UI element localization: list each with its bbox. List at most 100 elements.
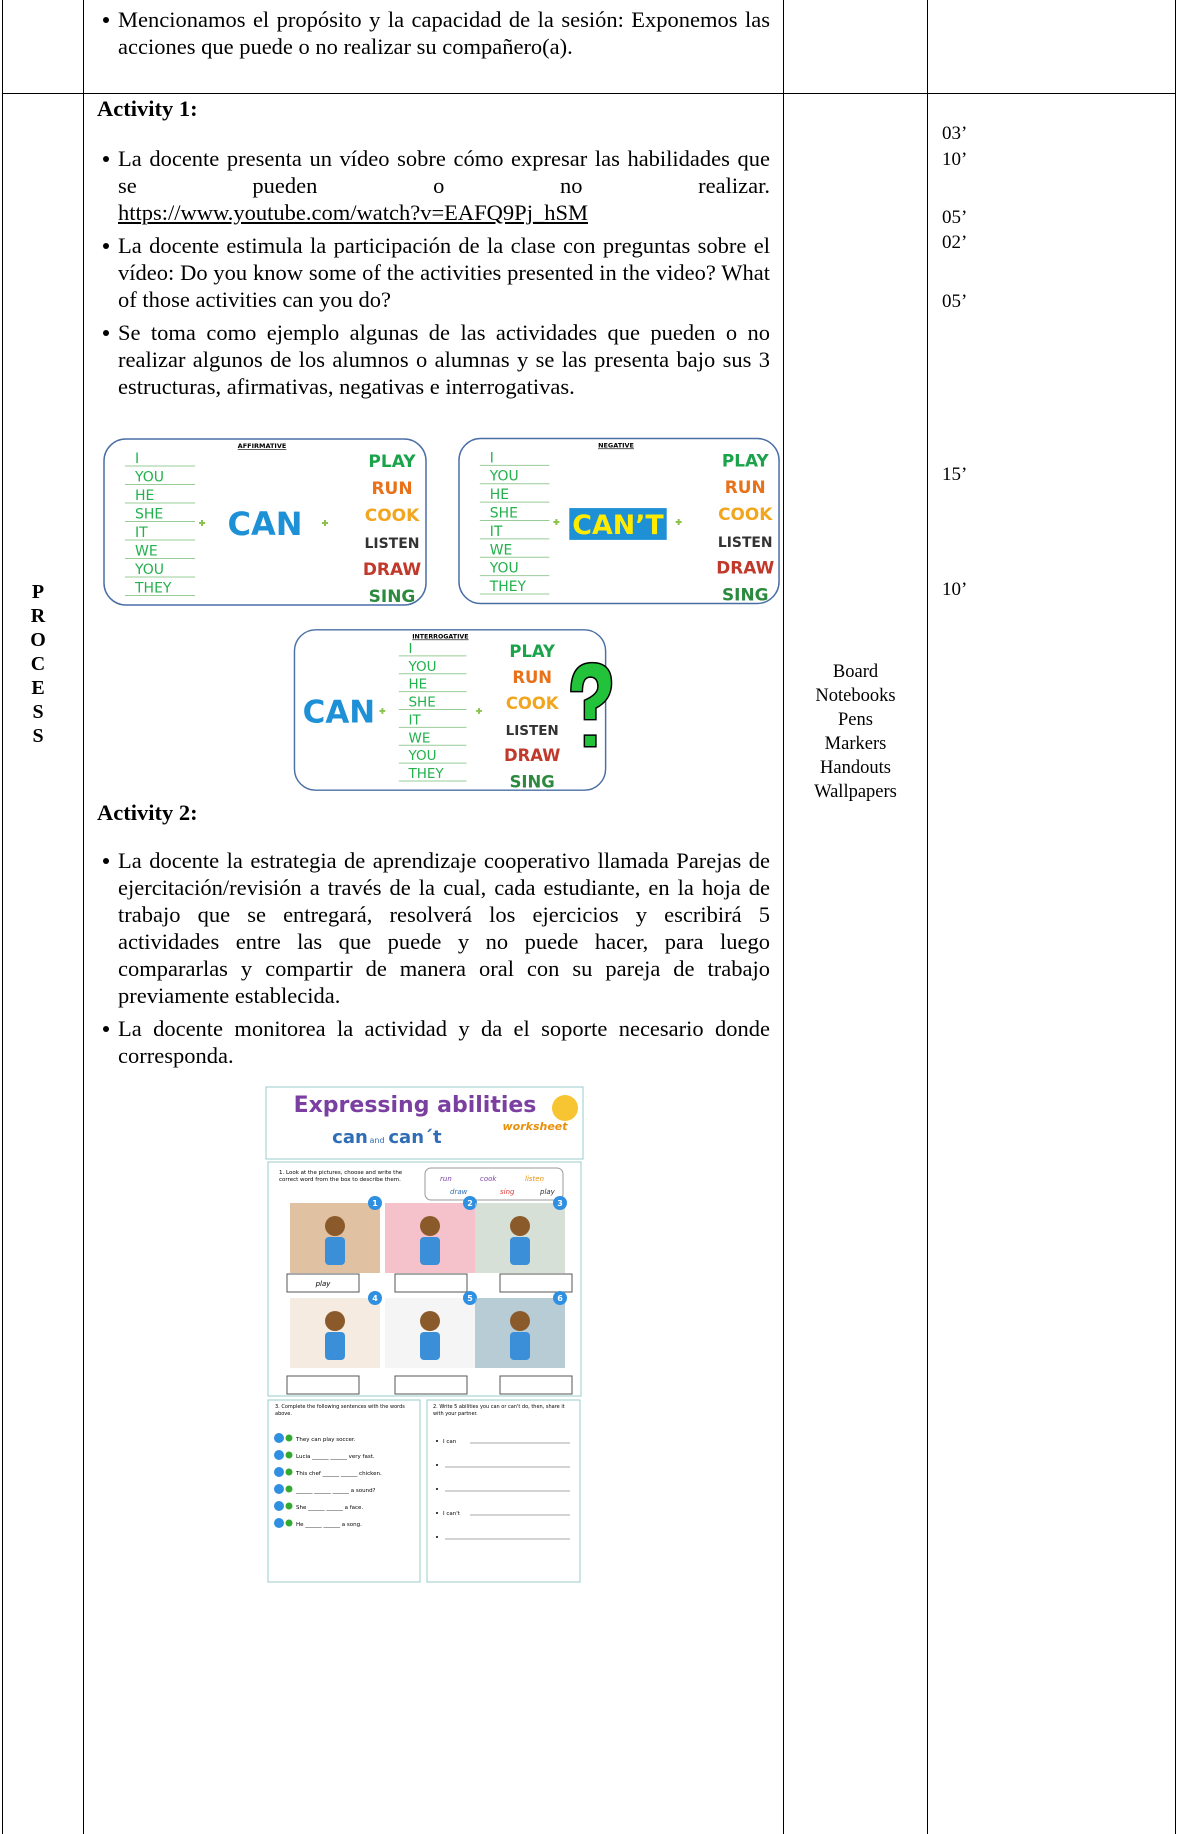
time: 05’ bbox=[942, 207, 968, 228]
bullet-check bbox=[285, 1502, 293, 1510]
bullet-num bbox=[274, 1467, 284, 1477]
bullet-check bbox=[285, 1485, 293, 1493]
verb: DRAW bbox=[716, 558, 774, 578]
resource: Handouts bbox=[820, 758, 891, 778]
bullet-text: La docente presenta un vídeo sobre cómo … bbox=[118, 146, 770, 198]
sentence: She ______ ______ a face. bbox=[296, 1505, 363, 1511]
number-badge bbox=[368, 1196, 382, 1210]
ws-can: can bbox=[332, 1127, 368, 1148]
verb: COOK bbox=[365, 506, 420, 526]
word: run bbox=[440, 1175, 452, 1183]
time: 10’ bbox=[942, 579, 968, 600]
pronoun: SHE bbox=[408, 695, 435, 711]
bullet: La docente estimula la participación de … bbox=[103, 233, 770, 312]
word-box bbox=[424, 1167, 564, 1201]
verb: LISTEN bbox=[364, 536, 419, 552]
ws-instruction: 2. Write 5 abilities you can or can't do… bbox=[433, 1404, 565, 1417]
pronoun: I bbox=[408, 641, 412, 657]
ws-instruction-text: 3. Complete the following sentences with… bbox=[275, 1404, 405, 1417]
picture-number: 3 bbox=[557, 1199, 563, 1208]
pronoun: WE bbox=[135, 544, 158, 560]
border bbox=[1175, 0, 1176, 1834]
pronoun: THEY bbox=[134, 581, 172, 597]
person bbox=[325, 1311, 345, 1331]
person bbox=[420, 1332, 440, 1360]
person bbox=[510, 1237, 530, 1265]
bullet-check bbox=[285, 1519, 293, 1527]
question-mark bbox=[570, 661, 613, 748]
person bbox=[510, 1311, 530, 1331]
picture-number: 2 bbox=[467, 1199, 473, 1208]
person bbox=[510, 1332, 530, 1360]
ws-instruction: 3. Complete the following sentences with… bbox=[275, 1404, 405, 1417]
border bbox=[2, 93, 1176, 94]
verb: DRAW bbox=[363, 560, 422, 580]
stage-letter: S bbox=[32, 725, 44, 747]
resource: Pens bbox=[838, 710, 873, 730]
dot bbox=[436, 1536, 438, 1538]
time: 15’ bbox=[942, 464, 968, 485]
bullet: Mencionamos el propósito y la capacidad … bbox=[103, 7, 770, 59]
border bbox=[783, 0, 784, 1834]
ws-subtitle: worksheet bbox=[502, 1120, 568, 1133]
stage-letter: P bbox=[31, 581, 45, 603]
resources: Board Notebooks Pens Markers Handouts Wallpap… bbox=[784, 660, 927, 804]
activity-title: Activity 2: bbox=[97, 800, 198, 825]
picture-number: 4 bbox=[372, 1294, 378, 1303]
figure-heading: NEGATIVE bbox=[598, 441, 634, 449]
pronoun: THEY bbox=[407, 766, 444, 782]
plus bbox=[476, 708, 482, 714]
verb: SING bbox=[510, 772, 555, 791]
ws-instruction-text: 1. Look at the pictures, choose and writ… bbox=[279, 1170, 403, 1183]
bullet-num bbox=[274, 1433, 284, 1443]
bullet: La docente la estrategia de aprendizaje … bbox=[103, 848, 770, 1008]
number-badge bbox=[553, 1196, 567, 1210]
person bbox=[420, 1237, 440, 1265]
number-badge bbox=[553, 1291, 567, 1305]
verb: PLAY bbox=[368, 452, 416, 472]
person bbox=[325, 1237, 345, 1265]
plus bbox=[379, 708, 386, 714]
ws-instruction-text: 2. Write 5 abilities you can or can't do… bbox=[433, 1404, 565, 1417]
dot bbox=[436, 1464, 438, 1466]
person bbox=[325, 1216, 345, 1236]
modal: CAN bbox=[303, 695, 375, 731]
write-label: I can't bbox=[443, 1511, 461, 1517]
resource: Board bbox=[832, 662, 879, 682]
verb: RUN bbox=[512, 668, 552, 687]
pronoun: I bbox=[135, 451, 139, 467]
word: sing bbox=[500, 1188, 515, 1196]
dot bbox=[436, 1512, 438, 1514]
person bbox=[325, 1332, 345, 1360]
time: 05’ bbox=[942, 291, 968, 312]
resource: Notebooks bbox=[815, 686, 896, 706]
bullet: Se toma como ejemplo algunas de las acti… bbox=[103, 320, 770, 399]
stage-letter: O bbox=[30, 629, 46, 651]
stage-letter: C bbox=[30, 653, 46, 675]
dot bbox=[436, 1488, 438, 1490]
bullet-check bbox=[285, 1451, 293, 1459]
pronoun: IT bbox=[408, 712, 421, 728]
pronoun: SHE bbox=[490, 506, 518, 522]
dot bbox=[436, 1440, 438, 1442]
bullet: La docente monitorea la actividad y da e… bbox=[103, 1016, 770, 1068]
pronoun: HE bbox=[490, 487, 509, 503]
pronoun: YOU bbox=[489, 561, 519, 577]
verb: RUN bbox=[725, 477, 766, 497]
answer-box bbox=[286, 1375, 360, 1395]
border bbox=[927, 0, 928, 1834]
plus bbox=[675, 519, 682, 525]
write-label: I can bbox=[443, 1439, 457, 1445]
verb: COOK bbox=[506, 694, 560, 713]
number-badge bbox=[463, 1291, 477, 1305]
sentence: This chef ______ ______ chicken. bbox=[295, 1471, 382, 1477]
word: play bbox=[539, 1188, 556, 1196]
link[interactable]: https://www.youtube.com/watch?v=EAFQ9Pj_… bbox=[118, 200, 588, 225]
verb: LISTEN bbox=[718, 535, 773, 551]
time: 10’ bbox=[942, 149, 968, 170]
bullet: La docente presenta un vídeo sobre cómo … bbox=[103, 145, 770, 226]
pronoun: HE bbox=[408, 677, 427, 693]
stage-letter: R bbox=[30, 605, 46, 627]
activity2: La docente la estrategia de aprendizaje … bbox=[103, 847, 770, 1075]
